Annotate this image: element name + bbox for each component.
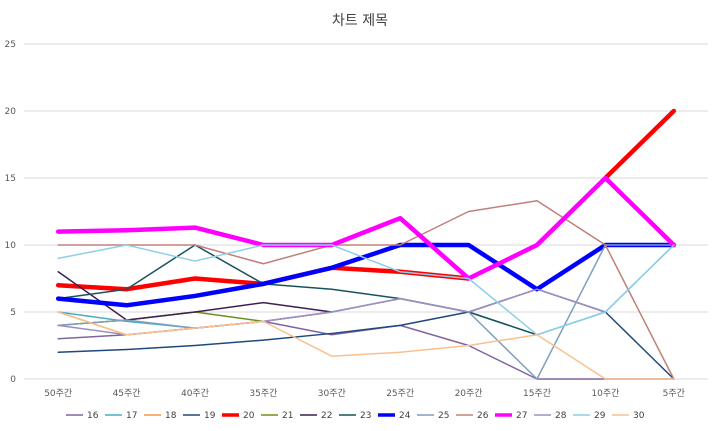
legend-label-24: 24 (399, 411, 411, 421)
y-tick-label: 25 (5, 40, 16, 50)
x-tick-label: 50주간 (44, 388, 72, 399)
x-tick-label: 15주간 (523, 388, 551, 399)
legend: 16 17 18 19 20 21 22 23 24 25 26 27 28 29 30 (66, 411, 645, 421)
legend-label-22: 22 (321, 411, 332, 421)
legend-label-25: 25 (438, 411, 449, 421)
y-axis-ticks: 0 5 10 15 20 25 (5, 40, 17, 385)
x-tick-label: 5주간 (663, 388, 685, 399)
series-line-24 (55, 242, 677, 308)
legend-label-19: 19 (204, 411, 216, 421)
series-line-20 (603, 108, 677, 181)
legend-label-16: 16 (87, 411, 99, 421)
x-tick-label: 10주간 (591, 388, 619, 399)
x-tick-label: 30주간 (318, 388, 346, 399)
x-tick-label: 20주간 (455, 388, 483, 399)
y-tick-label: 15 (5, 174, 16, 184)
series-line-26 (57, 200, 675, 380)
x-tick-label: 40주간 (181, 388, 209, 399)
chart-title: 차트 제목 (332, 13, 388, 29)
y-tick-label: 5 (10, 308, 16, 318)
legend-label-21: 21 (282, 411, 293, 421)
x-tick-label: 45주간 (113, 388, 141, 399)
legend-label-29: 29 (594, 411, 606, 421)
legend-label-20: 20 (243, 411, 255, 421)
series-line-29 (57, 244, 675, 336)
legend-label-23: 23 (360, 411, 371, 421)
y-tick-label: 10 (5, 241, 17, 251)
series-lines (55, 108, 677, 380)
legend-label-26: 26 (477, 411, 489, 421)
legend-label-28: 28 (555, 411, 567, 421)
x-axis-ticks: 50주간 45주간 40주간 35주간 30주간 25주간 20주간 15주간 10주간 5주간 (44, 388, 685, 399)
y-tick-label: 0 (10, 375, 16, 385)
legend-label-27: 27 (516, 411, 527, 421)
series-line-30 (57, 311, 675, 380)
x-tick-label: 35주간 (249, 388, 277, 399)
legend-label-18: 18 (165, 411, 177, 421)
legend-label-17: 17 (126, 411, 137, 421)
series-line-27 (55, 175, 677, 281)
legend-label-30: 30 (633, 411, 645, 421)
x-tick-label: 25주간 (386, 388, 414, 399)
y-tick-label: 20 (5, 107, 17, 117)
